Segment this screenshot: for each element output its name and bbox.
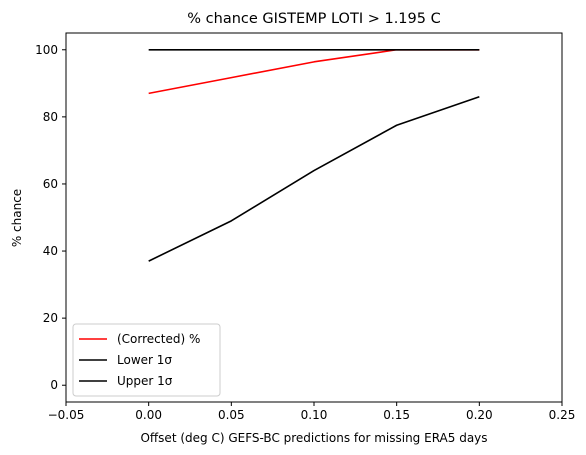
y-tick-label: 20 bbox=[43, 311, 58, 325]
axes-layer: −0.05 0.00 0.05 0.10 0.15 0.20 0.25 0 20 40 60 80 10… bbox=[35, 32, 576, 422]
x-tick-label: 0.25 bbox=[549, 408, 576, 422]
y-tick-label: 100 bbox=[35, 43, 58, 57]
series-layer bbox=[148, 48, 480, 262]
legend-box bbox=[72, 323, 221, 397]
x-tick-label: 0.00 bbox=[135, 408, 162, 422]
y-tick-label: 40 bbox=[43, 244, 58, 258]
chart-title: % chance GISTEMP LOTI > 1.195 C bbox=[187, 11, 440, 27]
y-tick-label: 60 bbox=[43, 177, 58, 191]
x-tick-label: −0.05 bbox=[48, 408, 85, 422]
x-tick-label: 0.10 bbox=[301, 408, 328, 422]
legend-label: Upper 1σ bbox=[117, 374, 173, 388]
series-line-1 bbox=[148, 48, 480, 95]
legend-label: (Corrected) % bbox=[117, 332, 200, 346]
series-line-2 bbox=[148, 95, 480, 262]
x-tick-label: 0.20 bbox=[466, 408, 493, 422]
x-axis-label: Offset (deg C) GEFS-BC predictions for m… bbox=[140, 431, 487, 445]
legend: (Corrected) % Lower 1σ Upper 1σ bbox=[72, 323, 221, 397]
x-tick-label: 0.15 bbox=[383, 408, 410, 422]
y-tick-label: 0 bbox=[50, 378, 58, 392]
y-axis-label: % chance bbox=[10, 189, 24, 247]
x-tick-label: 0.05 bbox=[218, 408, 245, 422]
y-tick-label: 80 bbox=[43, 110, 58, 124]
legend-label: Lower 1σ bbox=[117, 353, 172, 367]
